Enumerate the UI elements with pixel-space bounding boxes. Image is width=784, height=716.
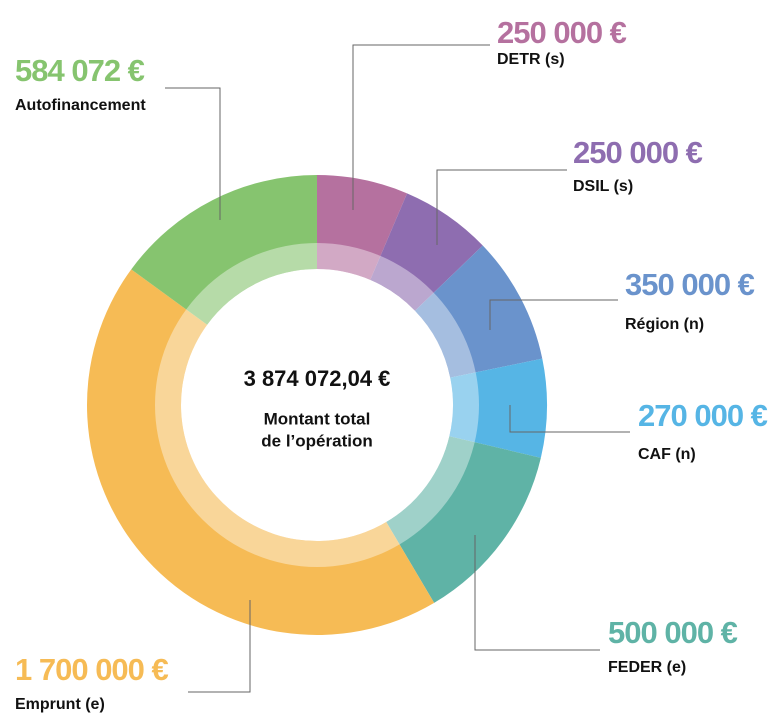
value-label: 500 000 € <box>608 615 738 650</box>
category-label: Région (n) <box>625 316 704 333</box>
donut-segment <box>386 436 541 603</box>
center-caption: de l’opération <box>261 431 372 450</box>
donut-segment <box>131 175 317 325</box>
category-label: Autofinancement <box>15 97 146 114</box>
value-label: 270 000 € <box>638 398 768 433</box>
category-label: CAF (n) <box>638 446 696 463</box>
category-label: FEDER (e) <box>608 659 686 676</box>
donut-segment <box>317 175 408 280</box>
leader-line <box>474 535 600 651</box>
leader-line <box>436 169 567 245</box>
leader-line <box>489 299 618 330</box>
donut-segment <box>86 269 435 635</box>
value-label: 350 000 € <box>625 267 755 302</box>
leader-line <box>165 87 221 220</box>
center-total: 3 874 072,04 € <box>244 366 391 391</box>
leader-line <box>188 600 251 693</box>
donut-segment <box>415 245 543 378</box>
category-label: DETR (s) <box>497 51 565 68</box>
donut-segment <box>370 193 483 311</box>
leader-line <box>352 44 490 210</box>
donut-segment <box>449 358 547 458</box>
leader-line <box>509 405 630 433</box>
value-label: 584 072 € <box>15 53 145 88</box>
value-label: 250 000 € <box>497 15 627 50</box>
center-caption: Montant total <box>264 409 371 428</box>
value-label: 250 000 € <box>573 135 703 170</box>
inner-ring <box>155 243 479 567</box>
value-label: 1 700 000 € <box>15 652 169 687</box>
category-label: DSIL (s) <box>573 178 633 195</box>
category-label: Emprunt (e) <box>15 696 105 713</box>
